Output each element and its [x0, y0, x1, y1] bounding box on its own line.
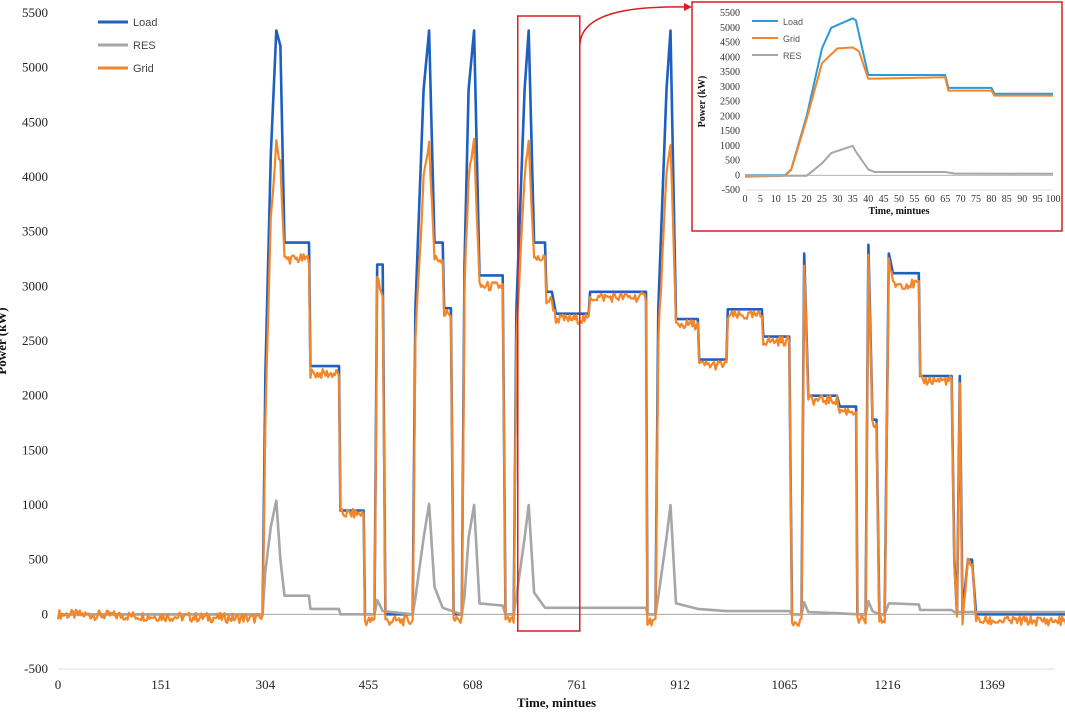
- y-tick-label: 4500: [22, 114, 48, 129]
- x-tick-label: 1065: [771, 677, 797, 692]
- y-tick-label: -500: [24, 661, 48, 676]
- y-tick-label: 4000: [22, 169, 48, 184]
- series-line-res: [58, 499, 1065, 616]
- y-tick-label: 1000: [22, 497, 48, 512]
- zoom-callout-arrowhead: [684, 3, 692, 11]
- x-tick-label: 304: [256, 677, 276, 692]
- x-tick-label: 912: [670, 677, 690, 692]
- x-tick-label: 1369: [979, 677, 1005, 692]
- legend-label-load: Load: [133, 17, 157, 29]
- legend-label-grid: Grid: [133, 63, 154, 75]
- y-tick-label: 1500: [22, 442, 48, 457]
- zoom-callout-arrow: [579, 6, 691, 45]
- series-line-grid: [56, 137, 1065, 627]
- x-axis-title: Time, mintues: [517, 695, 596, 710]
- x-tick-label: 1216: [874, 677, 901, 692]
- y-tick-label: 5000: [22, 60, 48, 75]
- y-tick-label: 2000: [22, 388, 48, 403]
- legend-label-res: RES: [133, 40, 156, 52]
- zoom-region-box: [516, 15, 581, 632]
- y-tick-label: 2500: [22, 333, 48, 348]
- x-tick-label: 151: [151, 677, 171, 692]
- y-tick-label: 3000: [22, 278, 48, 293]
- x-tick-label: 608: [463, 677, 483, 692]
- x-tick-label: 455: [359, 677, 379, 692]
- series-line-load: [58, 29, 1065, 616]
- x-tick-label: 761: [567, 677, 587, 692]
- y-tick-label: 500: [29, 552, 49, 567]
- y-tick-label: 5500: [22, 5, 48, 20]
- y-axis-title: Power (kW): [0, 307, 9, 374]
- x-tick-label: 0: [55, 677, 62, 692]
- y-tick-label: 0: [42, 606, 49, 621]
- y-tick-label: 3500: [22, 224, 48, 239]
